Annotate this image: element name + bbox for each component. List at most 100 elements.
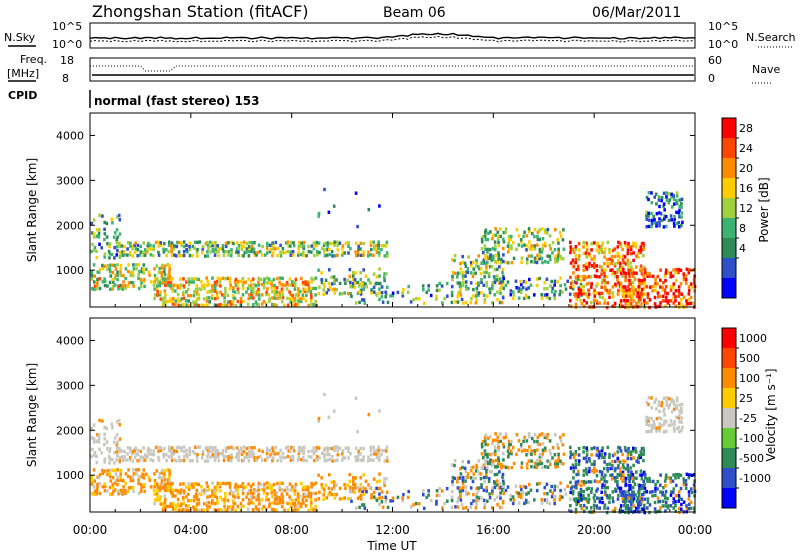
power-cell <box>224 290 227 294</box>
velocity-cell <box>486 455 489 459</box>
velocity-cell <box>629 506 633 511</box>
velocity-cell <box>651 490 654 494</box>
power-cell <box>121 253 125 258</box>
velocity-cell <box>631 490 634 494</box>
velocity-cell <box>189 499 193 503</box>
velocity-cell <box>587 500 590 504</box>
power-cell <box>618 255 622 259</box>
velocity-cell <box>273 492 277 496</box>
velocity-cell <box>435 489 439 493</box>
velocity-cell <box>247 502 250 506</box>
velocity-cell <box>103 425 106 430</box>
velocity-cell <box>278 501 282 505</box>
power-cell <box>291 299 295 304</box>
power-cell <box>603 255 606 259</box>
velocity-cell <box>621 509 624 513</box>
velocity-cell <box>593 462 596 467</box>
power-cell <box>569 240 572 245</box>
velocity-cell <box>499 485 503 490</box>
velocity-cell <box>359 482 362 487</box>
velocity-cell <box>306 494 310 499</box>
velocity-cell <box>302 495 305 499</box>
power-cell <box>247 245 251 249</box>
power-cell <box>194 300 198 304</box>
velocity-cell <box>453 463 456 468</box>
velocity-cell <box>515 491 518 495</box>
power-cell <box>536 243 539 247</box>
velocity-cell <box>273 497 277 502</box>
power-cell <box>274 240 278 245</box>
power-cell <box>259 277 263 282</box>
power-cell <box>378 281 382 286</box>
velocity-cell <box>135 468 138 472</box>
velocity-cell <box>469 486 473 490</box>
power-cell <box>200 284 204 288</box>
power-cell <box>630 297 633 302</box>
power-cell <box>140 267 144 271</box>
power-cell <box>641 279 644 283</box>
power-cell <box>545 295 549 300</box>
power-cell <box>154 293 157 297</box>
velocity-cell <box>279 455 282 459</box>
velocity-cell <box>554 494 557 499</box>
velocity-cell <box>241 491 245 496</box>
velocity-cell <box>292 446 295 450</box>
power-cell <box>632 292 636 296</box>
power-cell <box>462 301 465 305</box>
velocity-cell <box>266 486 269 490</box>
velocity-cell <box>216 508 220 512</box>
power-cell <box>257 290 260 294</box>
velocity-cell <box>353 490 357 494</box>
velocity-cell <box>675 406 679 411</box>
velocity-cell <box>557 446 560 450</box>
noise-tick-bottom-right: 10^0 <box>708 38 738 51</box>
velocity-cell <box>623 496 627 500</box>
power-cell <box>506 280 510 284</box>
velocity-cell <box>137 478 140 482</box>
power-cell <box>520 244 524 248</box>
power-cell <box>636 251 640 255</box>
power-cell <box>300 276 303 281</box>
velocity-cell <box>252 508 255 512</box>
power-cell <box>205 299 209 303</box>
power-cell <box>157 244 160 248</box>
power-cell <box>312 302 316 307</box>
power-cell <box>483 275 486 279</box>
power-cell <box>538 237 542 242</box>
velocity-cell <box>347 449 350 453</box>
velocity-cell <box>638 483 642 488</box>
velocity-cell <box>482 455 485 460</box>
velocity-cell <box>579 504 582 508</box>
velocity-cell <box>502 458 505 462</box>
power-cell <box>646 274 649 278</box>
power-cell <box>653 218 656 222</box>
power-cell <box>598 275 601 279</box>
velocity-cell <box>624 476 628 481</box>
power-cell <box>245 247 249 251</box>
velocity-cell <box>312 446 316 450</box>
power-cell <box>600 280 604 285</box>
velocity-cell <box>293 492 297 496</box>
velocity-cell <box>446 499 449 503</box>
power-cell <box>548 243 552 248</box>
velocity-cell <box>237 455 240 459</box>
velocity-cell <box>577 472 580 477</box>
power-cell <box>317 268 320 272</box>
power-cell <box>472 294 475 298</box>
power-cell <box>247 284 251 288</box>
velocity-cell <box>341 456 345 460</box>
power-cell <box>343 251 347 255</box>
power-cell <box>502 276 505 281</box>
velocity-cell <box>501 475 504 479</box>
velocity-cell <box>153 492 156 496</box>
velocity-cell <box>92 453 96 457</box>
power-cell <box>672 296 675 300</box>
power-cell <box>680 202 683 206</box>
power-cell <box>176 297 180 301</box>
power-cell <box>349 285 353 289</box>
power-cell <box>152 244 155 248</box>
velocity-cell <box>107 454 111 459</box>
velocity-cell <box>502 442 505 446</box>
power-cell <box>501 270 504 274</box>
power-cell <box>563 283 567 287</box>
